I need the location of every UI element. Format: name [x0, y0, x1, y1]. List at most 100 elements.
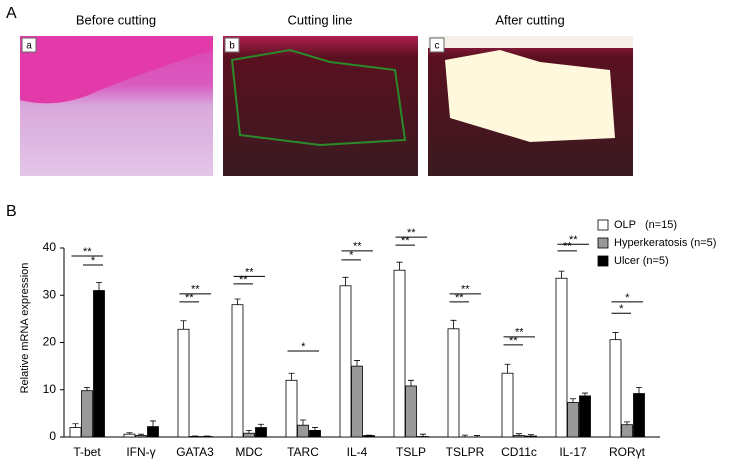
- legend-swatch: [597, 237, 609, 249]
- image-c: [428, 36, 633, 176]
- image-a: [20, 36, 213, 176]
- image-tag: c: [435, 41, 440, 52]
- error-bar: [516, 433, 522, 436]
- bar: [579, 395, 591, 438]
- significance-label: **: [83, 246, 92, 258]
- error-bar: [504, 363, 511, 374]
- significance-label: *: [619, 303, 624, 315]
- x-tick-label: IFN-γ: [126, 445, 155, 459]
- error-bar: [624, 421, 630, 425]
- image-title: Before cutting: [76, 12, 156, 27]
- significance-label: *: [625, 292, 630, 304]
- bar: [339, 285, 352, 438]
- x-tick-label: RORγt: [609, 445, 646, 459]
- bar: [93, 290, 105, 438]
- error-bar: [612, 332, 619, 340]
- y-axis-label: Relative mRNA expression: [19, 263, 31, 394]
- image-tag: b: [229, 41, 235, 52]
- error-bar: [570, 398, 576, 403]
- significance-label: *: [349, 250, 354, 262]
- significance-label: **: [515, 327, 524, 339]
- bar: [135, 435, 147, 438]
- bar: [555, 277, 568, 438]
- significance-label: **: [239, 274, 248, 286]
- bar: [363, 435, 375, 438]
- error-bar: [258, 423, 264, 428]
- significance-label: *: [301, 341, 306, 353]
- bar: [123, 433, 136, 438]
- significance-label: **: [401, 235, 410, 247]
- bar: [525, 435, 537, 438]
- significance-label: **: [563, 241, 572, 253]
- panel-label: A: [6, 5, 17, 22]
- error-bar: [582, 392, 588, 396]
- x-tick-label: TSLP: [396, 445, 426, 459]
- y-tick-label: 40: [43, 240, 57, 254]
- image-tag-box: [224, 37, 240, 53]
- error-bar: [246, 429, 252, 434]
- error-bar: [528, 434, 534, 437]
- significance-label: **: [353, 241, 362, 253]
- bar: [609, 339, 622, 438]
- bar: [393, 269, 406, 438]
- significance-label: **: [509, 335, 518, 347]
- error-bar: [396, 261, 403, 271]
- bar: [405, 385, 417, 438]
- legend-label: OLP (n=15): [614, 219, 677, 231]
- legend-label: Ulcer (n=5): [614, 255, 669, 267]
- legend-swatch: [597, 219, 609, 231]
- error-bar: [354, 360, 360, 367]
- y-tick-label: 20: [43, 335, 57, 349]
- error-bar: [150, 420, 156, 427]
- image-tag: a: [26, 41, 32, 52]
- significance-label: **: [185, 292, 194, 304]
- error-bar: [72, 423, 79, 428]
- error-bar: [96, 282, 102, 291]
- bar: [69, 427, 82, 438]
- bar: [177, 328, 190, 438]
- error-bar: [408, 379, 414, 386]
- panel-label: B: [6, 203, 17, 220]
- y-tick-label: 10: [43, 382, 57, 396]
- error-bar: [312, 427, 318, 431]
- image-title: Cutting line: [287, 12, 352, 27]
- x-tick-label: IL-17: [559, 445, 587, 459]
- significance-label: **: [569, 234, 578, 246]
- x-tick-label: TARC: [287, 445, 319, 459]
- x-tick-label: T-bet: [73, 445, 101, 459]
- bar: [231, 304, 244, 438]
- error-bar: [474, 435, 480, 437]
- x-tick-label: GATA3: [176, 445, 214, 459]
- x-tick-label: CD11c: [501, 445, 537, 459]
- y-tick-label: 0: [49, 429, 56, 443]
- error-bar: [84, 386, 90, 391]
- bar: [243, 432, 255, 438]
- error-bar: [288, 372, 295, 381]
- error-bar: [558, 270, 565, 279]
- y-tick-label: 30: [43, 287, 57, 301]
- error-bar: [420, 433, 426, 437]
- bar: [567, 402, 579, 438]
- image-title: After cutting: [495, 12, 564, 27]
- bar: [351, 365, 363, 438]
- significance-label: **: [245, 266, 254, 278]
- error-bar: [450, 319, 457, 329]
- bar: [621, 424, 633, 438]
- error-bar: [462, 434, 468, 437]
- legend-swatch: [597, 255, 609, 267]
- image-tag-box: [21, 37, 37, 53]
- x-tick-label: MDC: [235, 445, 263, 459]
- bar: [633, 393, 645, 438]
- legend-label: Hyperkeratosis (n=5): [614, 237, 716, 249]
- error-bar: [234, 298, 241, 305]
- bar: [297, 424, 309, 438]
- bar: [285, 379, 298, 438]
- significance-label: **: [461, 284, 470, 296]
- significance-label: **: [407, 227, 416, 239]
- bar: [255, 427, 267, 438]
- error-bar: [126, 432, 133, 435]
- error-bar: [342, 276, 349, 286]
- significance-label: **: [455, 292, 464, 304]
- bar: [513, 435, 525, 438]
